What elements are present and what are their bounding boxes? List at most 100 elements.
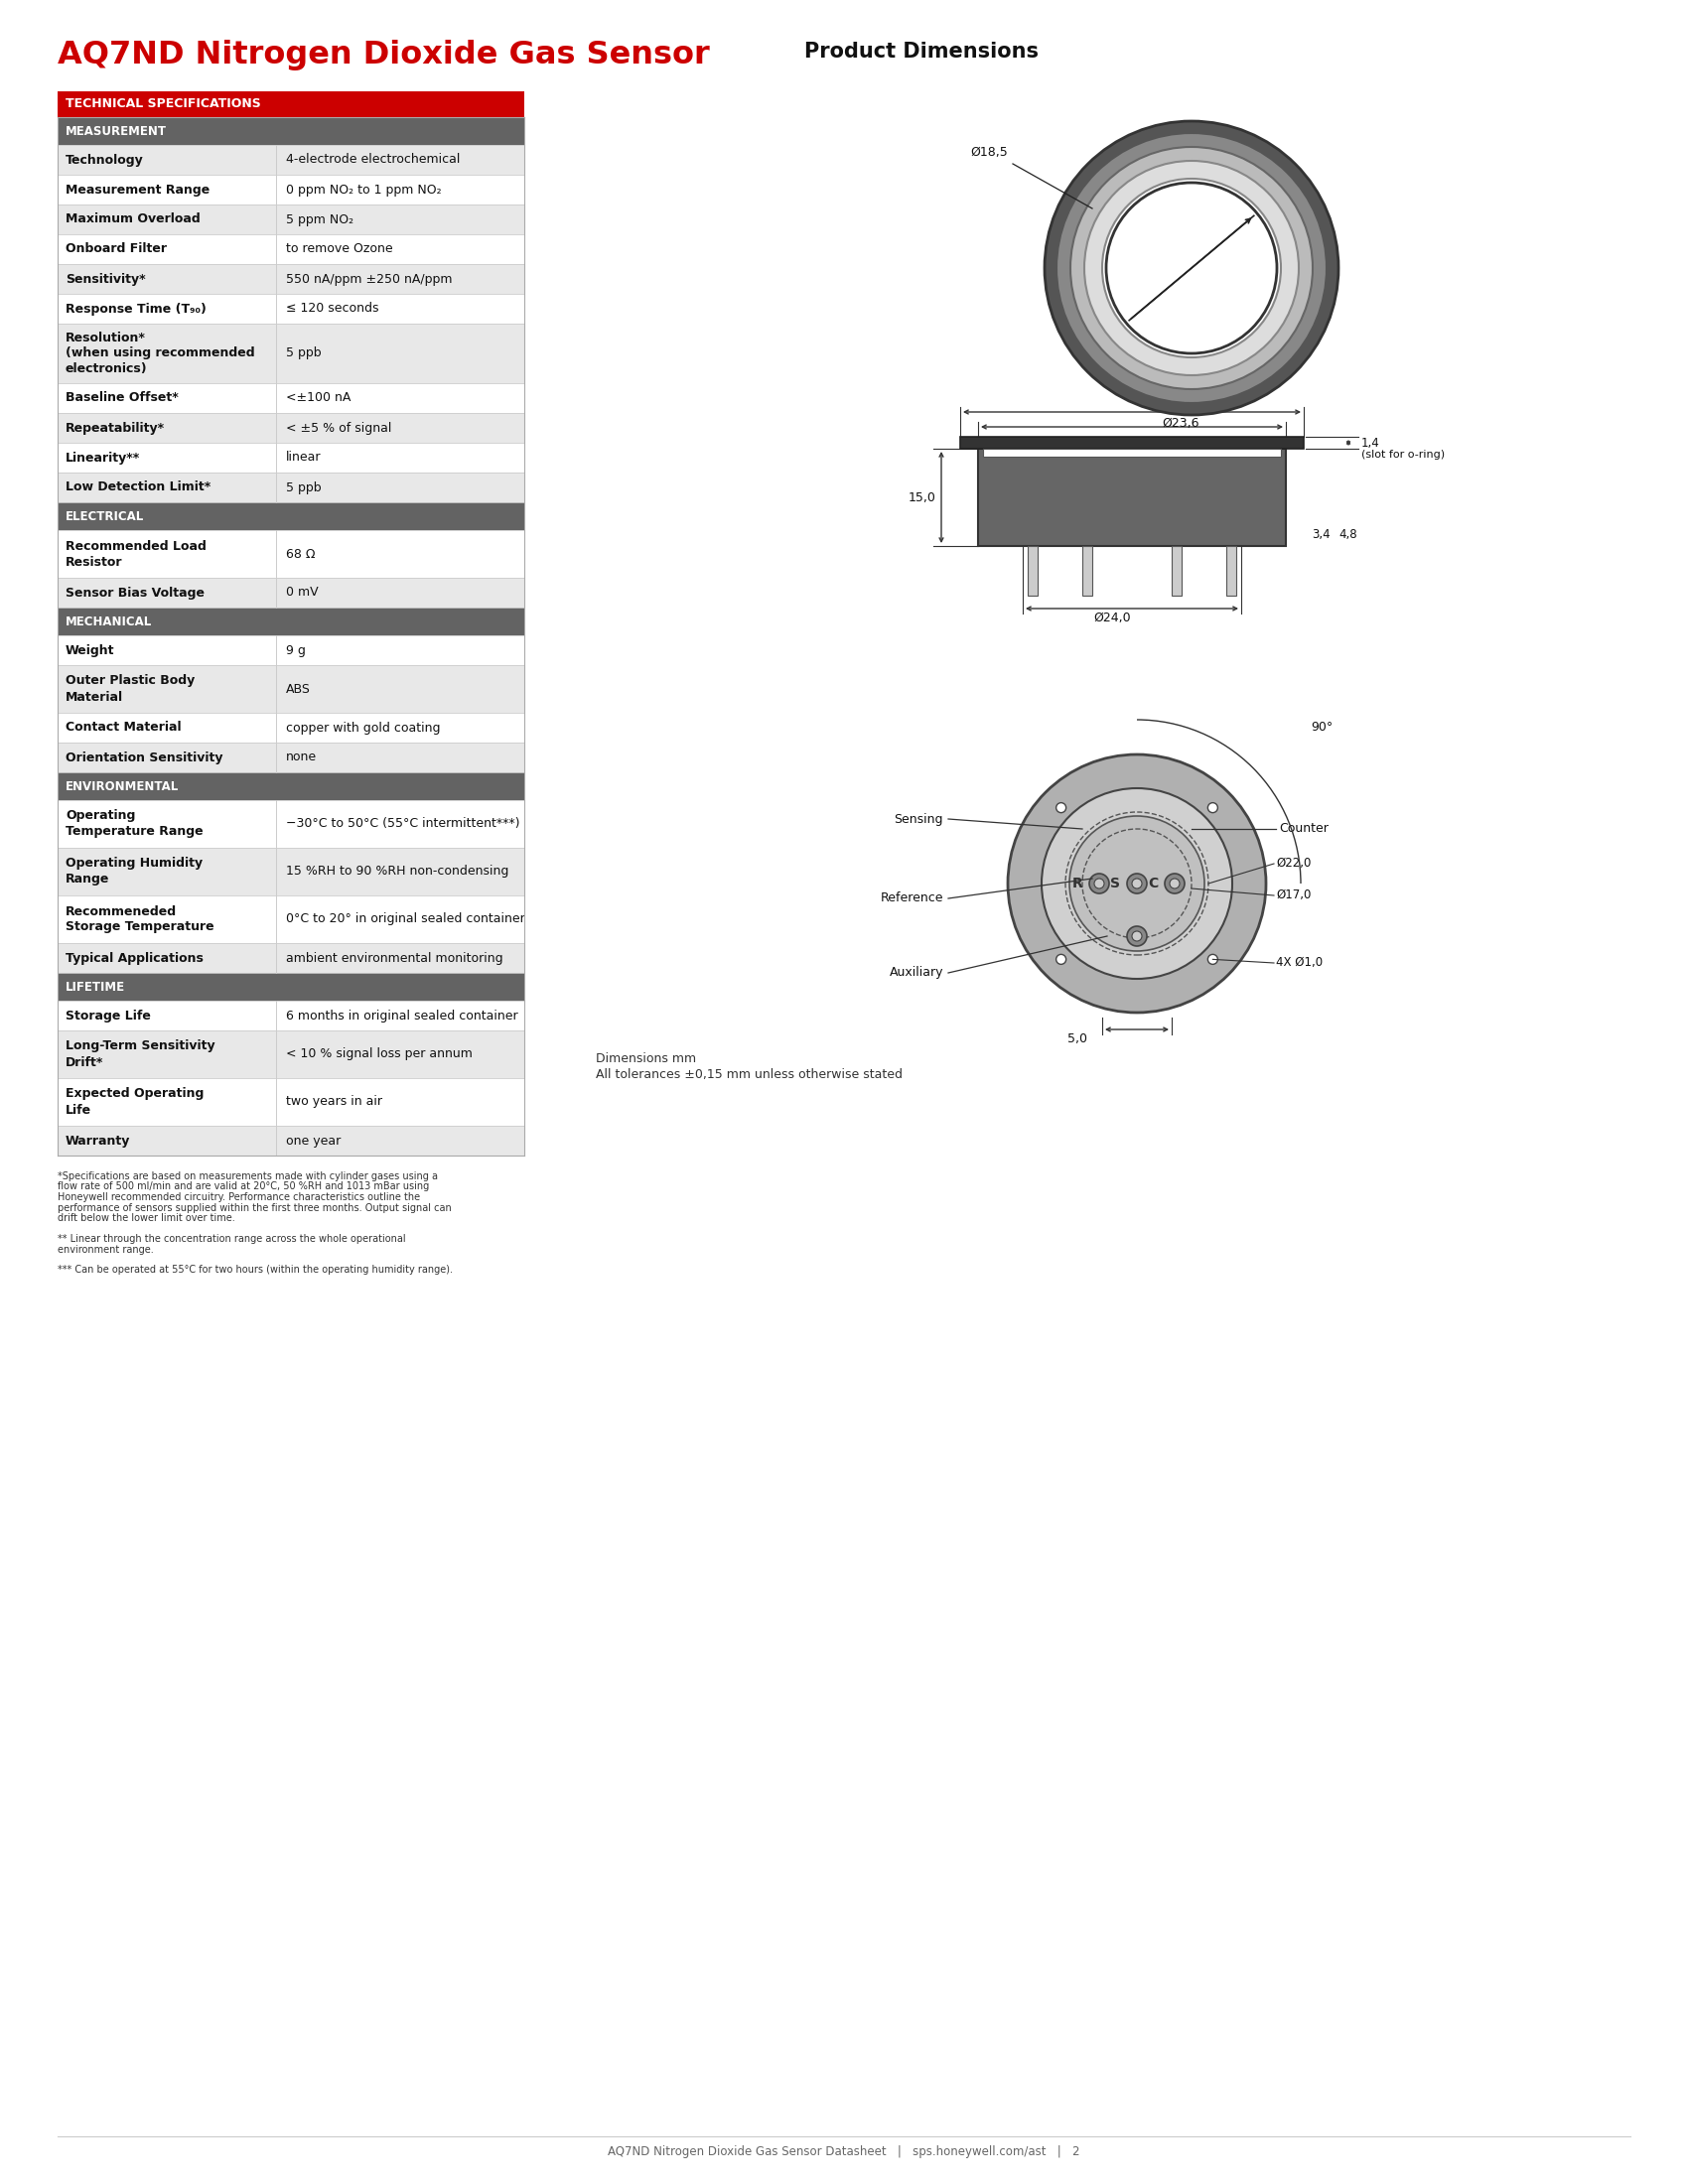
Text: Sensing: Sensing [895, 812, 944, 826]
Text: 0 ppm NO₂ to 1 ppm NO₂: 0 ppm NO₂ to 1 ppm NO₂ [285, 183, 442, 197]
Text: ** Linear through the concentration range across the whole operational: ** Linear through the concentration rang… [57, 1234, 405, 1245]
Bar [57, 92, 525, 118]
Text: Sensor Bias Voltage: Sensor Bias Voltage [66, 585, 204, 598]
Text: Sensitivity*: Sensitivity* [66, 273, 145, 286]
Circle shape [1209, 954, 1217, 965]
Text: Baseline Offset*: Baseline Offset* [66, 391, 179, 404]
Text: Counter: Counter [1280, 823, 1328, 834]
Text: All tolerances ±0,15 mm unless otherwise stated: All tolerances ±0,15 mm unless otherwise… [596, 1068, 903, 1081]
Text: 5 ppb: 5 ppb [285, 347, 321, 360]
Text: Outer Plastic Body
Material: Outer Plastic Body Material [66, 675, 194, 703]
Bar [57, 144, 525, 175]
Text: Weight: Weight [66, 644, 115, 657]
Text: −30°C to 50°C (55°C intermittent***): −30°C to 50°C (55°C intermittent***) [285, 817, 520, 830]
Text: environment range.: environment range. [57, 1245, 154, 1254]
Bar [57, 743, 525, 773]
Bar [57, 531, 525, 579]
Text: TECHNICAL SPECIFICATIONS: TECHNICAL SPECIFICATIONS [66, 98, 262, 111]
Bar [57, 712, 525, 743]
Text: 3,4: 3,4 [1312, 529, 1330, 542]
Text: < ±5 % of signal: < ±5 % of signal [285, 422, 392, 435]
Text: Onboard Filter: Onboard Filter [66, 242, 167, 256]
Text: 4X Ø1,0: 4X Ø1,0 [1276, 957, 1323, 970]
Text: Resolution*
(when using recommended
electronics): Resolution* (when using recommended elec… [66, 332, 255, 376]
Text: (slot for o-ring): (slot for o-ring) [1361, 450, 1445, 459]
Text: Technology: Technology [66, 153, 143, 166]
Circle shape [1128, 874, 1146, 893]
Bar [1028, 546, 1038, 596]
Text: Expected Operating
Life: Expected Operating Life [66, 1088, 204, 1116]
Text: flow rate of 500 ml/min and are valid at 20°C, 50 %RH and 1013 mBar using: flow rate of 500 ml/min and are valid at… [57, 1182, 429, 1192]
Text: S: S [1111, 876, 1121, 891]
Circle shape [1128, 926, 1146, 946]
Circle shape [1057, 954, 1067, 965]
Circle shape [1057, 133, 1327, 404]
Text: Response Time (T₉₀): Response Time (T₉₀) [66, 301, 206, 314]
Bar [960, 437, 1303, 448]
Circle shape [1133, 878, 1141, 889]
Bar [57, 895, 525, 943]
Circle shape [1045, 120, 1339, 415]
Text: 90°: 90° [1310, 721, 1334, 734]
Text: Reference: Reference [879, 891, 944, 904]
Text: Product Dimensions: Product Dimensions [803, 41, 1038, 61]
Circle shape [1089, 874, 1109, 893]
Bar [57, 1079, 525, 1125]
Bar [57, 799, 525, 847]
Text: Ø22,0: Ø22,0 [1276, 856, 1312, 869]
Bar [57, 972, 525, 1000]
Text: Operating Humidity
Range: Operating Humidity Range [66, 856, 203, 887]
Bar [57, 502, 525, 531]
Text: performance of sensors supplied within the first three months. Output signal can: performance of sensors supplied within t… [57, 1203, 451, 1212]
Bar [57, 579, 525, 607]
Bar [1082, 546, 1092, 596]
Bar [57, 1031, 525, 1079]
Bar [57, 443, 525, 472]
Circle shape [1165, 874, 1185, 893]
Text: ABS: ABS [285, 681, 311, 695]
Bar [57, 234, 525, 264]
Text: Typical Applications: Typical Applications [66, 952, 204, 965]
Circle shape [1170, 878, 1180, 889]
Text: linear: linear [285, 452, 321, 465]
Text: AQ7ND Nitrogen Dioxide Gas Sensor: AQ7ND Nitrogen Dioxide Gas Sensor [57, 39, 709, 70]
Text: to remove Ozone: to remove Ozone [285, 242, 393, 256]
Text: LIFETIME: LIFETIME [66, 981, 125, 994]
Text: Long-Term Sensitivity
Drift*: Long-Term Sensitivity Drift* [66, 1040, 214, 1068]
Text: Warranty: Warranty [66, 1133, 130, 1147]
Text: AQ7ND Nitrogen Dioxide Gas Sensor Datasheet   |   sps.honeywell.com/ast   |   2: AQ7ND Nitrogen Dioxide Gas Sensor Datash… [608, 2145, 1080, 2158]
Text: drift below the lower limit over time.: drift below the lower limit over time. [57, 1212, 235, 1223]
Text: Ø24,0: Ø24,0 [1094, 612, 1131, 625]
Text: 1,4: 1,4 [1361, 437, 1379, 450]
Text: Ø18,5: Ø18,5 [971, 146, 1008, 159]
Text: Low Detection Limit*: Low Detection Limit* [66, 480, 211, 494]
Bar [57, 1000, 525, 1031]
Circle shape [1084, 162, 1298, 376]
Text: 68 Ω: 68 Ω [285, 548, 316, 561]
Text: none: none [285, 751, 317, 764]
Text: Orientation Sensitivity: Orientation Sensitivity [66, 751, 223, 764]
Circle shape [1094, 878, 1104, 889]
Circle shape [1102, 179, 1281, 358]
Text: Auxiliary: Auxiliary [890, 965, 944, 978]
Text: one year: one year [285, 1133, 341, 1147]
Text: Measurement Range: Measurement Range [66, 183, 209, 197]
Text: Dimensions mm: Dimensions mm [596, 1053, 695, 1066]
Text: 5 ppb: 5 ppb [285, 480, 321, 494]
Text: *** Can be operated at 55°C for two hours (within the operating humidity range).: *** Can be operated at 55°C for two hour… [57, 1265, 452, 1275]
Bar [57, 607, 525, 636]
Bar [57, 413, 525, 443]
Text: MECHANICAL: MECHANICAL [66, 616, 152, 629]
Circle shape [1133, 930, 1141, 941]
Text: C: C [1148, 876, 1158, 891]
Text: < 10 % signal loss per annum: < 10 % signal loss per annum [285, 1048, 473, 1061]
Text: Ø23,6: Ø23,6 [1161, 417, 1198, 430]
Bar [1225, 546, 1236, 596]
Bar [57, 205, 525, 234]
Text: 6 months in original sealed container: 6 months in original sealed container [285, 1009, 518, 1022]
Text: R: R [1072, 876, 1082, 891]
Text: 15,0: 15,0 [908, 491, 937, 505]
Circle shape [1008, 753, 1266, 1013]
Bar [57, 472, 525, 502]
Text: Recommeneded
Storage Temperature: Recommeneded Storage Temperature [66, 904, 214, 935]
